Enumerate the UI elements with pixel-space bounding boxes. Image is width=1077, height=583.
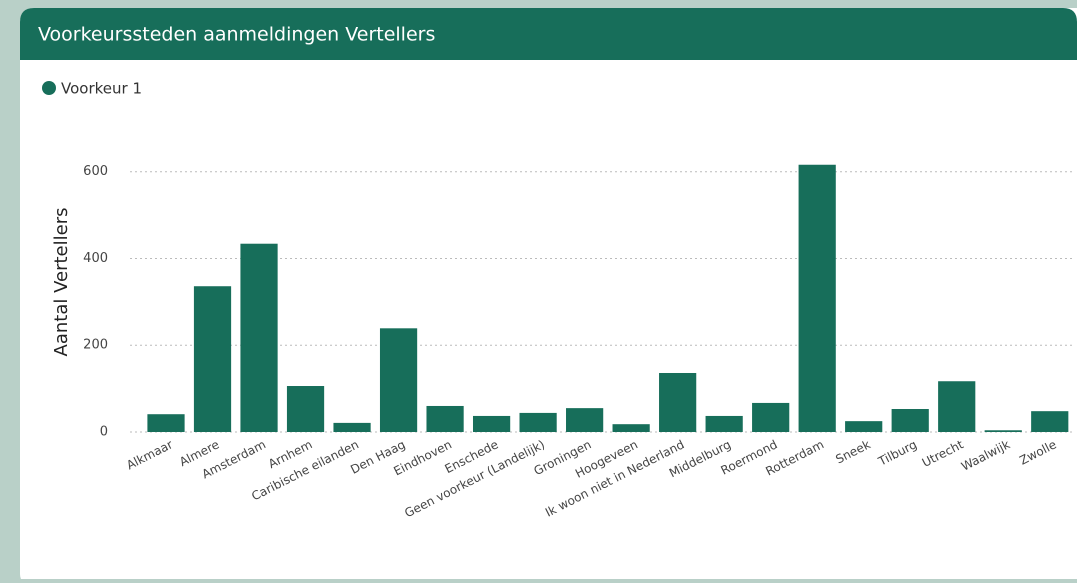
bar xyxy=(938,381,976,432)
bar xyxy=(659,372,697,432)
card xyxy=(20,8,1077,583)
legend-marker xyxy=(42,81,56,95)
chart-title: Voorkeurssteden aanmeldingen Vertellers xyxy=(38,24,435,46)
y-axis-label: Aantal Vertellers xyxy=(51,208,72,357)
bar xyxy=(193,286,232,432)
bar xyxy=(333,422,371,432)
bar xyxy=(1031,411,1069,432)
bar xyxy=(798,164,836,432)
bar xyxy=(472,415,511,432)
legend-label: Voorkeur 1 xyxy=(61,80,142,98)
bar xyxy=(845,421,883,432)
bar xyxy=(705,415,743,432)
bar xyxy=(752,402,790,432)
bar xyxy=(612,424,650,432)
header xyxy=(20,8,1077,60)
bar xyxy=(286,386,325,432)
bar xyxy=(519,412,557,432)
bar xyxy=(891,409,929,432)
bar xyxy=(566,408,604,432)
bar xyxy=(379,328,418,432)
bar xyxy=(240,243,278,432)
y-tick-label: 600 xyxy=(83,164,108,179)
y-tick-label: 0 xyxy=(100,425,108,440)
y-tick-label: 200 xyxy=(83,338,108,353)
bar xyxy=(147,414,185,432)
y-tick-label: 400 xyxy=(83,251,108,266)
bar xyxy=(426,405,464,432)
bar xyxy=(984,430,1022,432)
